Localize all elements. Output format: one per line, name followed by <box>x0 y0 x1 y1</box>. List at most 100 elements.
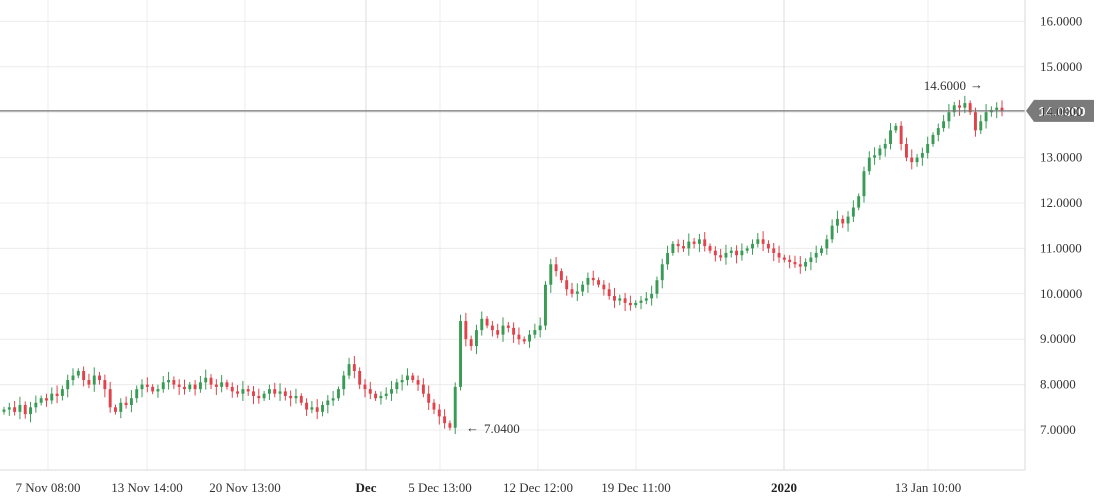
candle <box>103 374 107 398</box>
candle <box>830 219 834 243</box>
candle <box>963 95 967 114</box>
candle-body <box>289 395 293 399</box>
candle <box>719 248 723 262</box>
candle <box>140 379 144 398</box>
y-tick-label: 16.0000 <box>1040 13 1082 28</box>
candle <box>740 243 744 261</box>
x-tick-label: 19 Dec 11:00 <box>601 480 671 495</box>
candle <box>867 151 871 175</box>
candle-body <box>60 389 64 396</box>
candle <box>13 400 17 416</box>
candle-body <box>92 375 96 385</box>
candle <box>745 245 749 254</box>
candle-body <box>257 395 261 399</box>
candle-body <box>570 289 574 294</box>
candle-body <box>98 375 102 381</box>
candle-body <box>299 395 303 403</box>
candle-body <box>18 405 22 412</box>
candle-body <box>607 289 611 297</box>
candle <box>198 375 202 393</box>
candle <box>310 400 314 414</box>
candle-body <box>952 105 956 113</box>
candle <box>597 277 601 288</box>
candle-body <box>39 398 43 403</box>
candle-body <box>618 298 622 301</box>
candle-body <box>788 259 792 263</box>
candle <box>23 401 27 419</box>
candle <box>766 240 770 253</box>
candle <box>262 390 266 401</box>
candle <box>145 377 149 393</box>
candle-body <box>793 262 797 265</box>
candle-body <box>453 386 457 428</box>
candle-body <box>782 257 786 260</box>
candle-body <box>331 398 335 401</box>
candle <box>71 368 75 386</box>
candle-body <box>655 280 659 294</box>
candle-body <box>506 325 510 328</box>
candle-body <box>443 416 447 424</box>
candle <box>34 395 38 413</box>
candle-body <box>395 382 399 390</box>
y-tick-label: 14.0000 <box>1040 104 1082 119</box>
candle <box>119 398 123 419</box>
candle <box>230 382 234 398</box>
candle-body <box>559 271 563 281</box>
candle-body <box>209 377 213 385</box>
candle-body <box>591 277 595 281</box>
candle-body <box>145 384 149 387</box>
candle-body <box>719 255 723 258</box>
candle-body <box>703 239 707 247</box>
candle <box>639 296 643 310</box>
candle-body <box>236 391 240 394</box>
y-axis: 7.0000 8.0000 9.0000 10.0000 11.0000 12.0000 1… <box>1024 0 1082 470</box>
candle <box>878 144 882 160</box>
candle-body <box>305 402 309 410</box>
candle <box>841 215 845 228</box>
candle <box>66 374 70 398</box>
candle <box>549 258 553 293</box>
candle <box>761 231 765 252</box>
candle <box>575 283 579 302</box>
candle-body <box>538 325 542 331</box>
candle-body <box>76 370 80 376</box>
candle <box>336 386 340 401</box>
current-price-label: 14.0300 <box>1039 104 1086 119</box>
candle-body <box>103 380 107 390</box>
candle <box>459 314 462 391</box>
candle-body <box>544 284 547 326</box>
low-arrow-icon: ← <box>466 420 479 435</box>
candle-body <box>660 264 664 281</box>
candle <box>108 381 112 413</box>
candle <box>820 245 823 256</box>
candle-body <box>427 393 431 403</box>
candle-body <box>936 128 940 135</box>
candle <box>512 322 516 343</box>
candle-body <box>161 382 165 390</box>
candle-body <box>613 296 616 301</box>
candle-body <box>666 252 670 265</box>
candle <box>60 385 64 401</box>
candle <box>87 373 91 389</box>
candle <box>193 380 197 396</box>
candle-body <box>942 121 946 129</box>
candle-body <box>485 318 489 326</box>
candle <box>559 268 563 283</box>
candle <box>607 282 611 300</box>
candle <box>697 233 701 253</box>
candle-body <box>448 423 452 428</box>
candle <box>660 258 664 289</box>
candle-body <box>421 384 425 394</box>
candle <box>172 376 176 390</box>
candle-body <box>411 375 415 381</box>
candle <box>400 374 404 391</box>
x-tick-label: 20 Nov 13:00 <box>209 480 281 495</box>
candle-body <box>761 239 765 244</box>
candle <box>289 390 293 407</box>
candle <box>804 258 808 272</box>
candle <box>183 379 186 395</box>
candle-body <box>352 364 356 371</box>
candle-body <box>177 384 181 387</box>
candle-body <box>857 196 861 208</box>
